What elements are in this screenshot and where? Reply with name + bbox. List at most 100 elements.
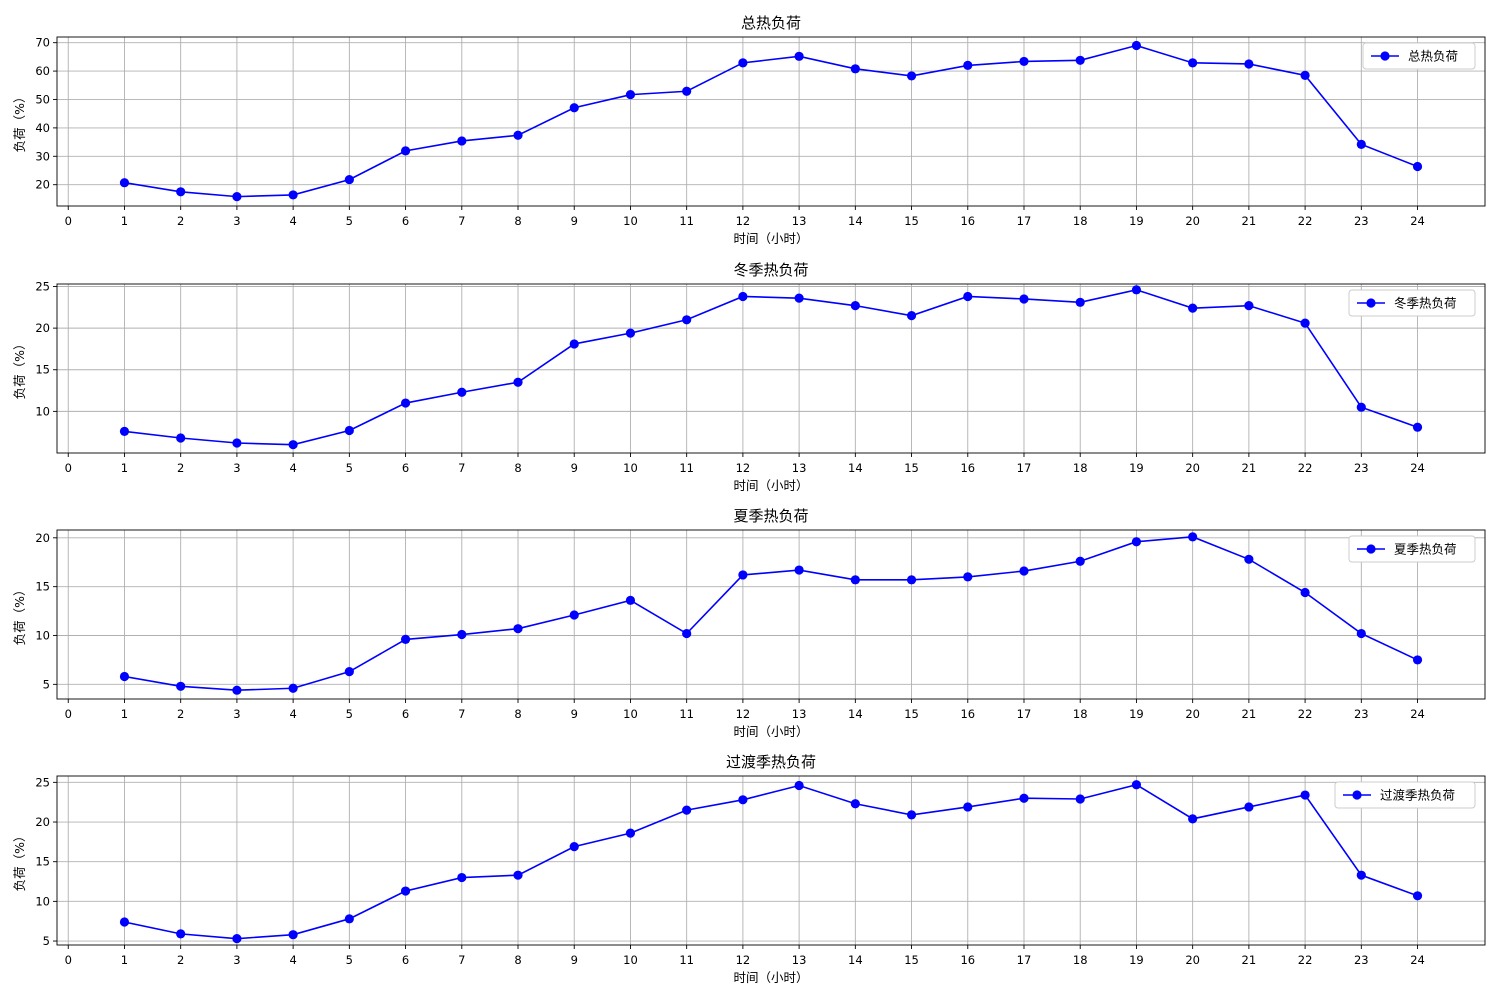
data-point — [513, 130, 523, 140]
data-point — [1188, 303, 1198, 313]
y-tick-label: 20 — [35, 815, 50, 829]
x-tick-label: 22 — [1298, 461, 1313, 475]
x-tick-label: 24 — [1410, 214, 1425, 228]
x-tick-label: 24 — [1410, 707, 1425, 721]
x-tick-label: 15 — [904, 461, 919, 475]
legend-label: 冬季热负荷 — [1394, 296, 1457, 311]
data-point — [625, 90, 636, 100]
legend-marker — [1366, 544, 1376, 554]
x-tick-label: 24 — [1410, 953, 1425, 967]
data-point — [232, 685, 242, 695]
chart-title: 夏季热负荷 — [733, 507, 808, 525]
series-line — [124, 783, 1418, 940]
data-point — [232, 934, 242, 944]
data-point — [1075, 556, 1085, 566]
data-point — [625, 828, 636, 838]
x-tick-label: 22 — [1298, 707, 1313, 721]
data-point — [1019, 566, 1029, 576]
x-tick-label: 5 — [346, 707, 353, 721]
x-tick-label: 0 — [65, 953, 72, 967]
data-point — [1412, 422, 1423, 432]
x-tick-label: 2 — [177, 461, 184, 475]
legend: 过渡季热负荷 — [1334, 781, 1476, 809]
data-point — [513, 624, 523, 634]
y-tick-label: 15 — [35, 855, 50, 869]
x-tick-label: 16 — [960, 461, 975, 475]
x-tick-label: 9 — [571, 461, 578, 475]
x-axis-label: 时间（小时） — [733, 231, 808, 246]
x-tick-label: 21 — [1242, 214, 1257, 228]
chart-panel-1: 0 1 2 3 4 5 6 7 8 9 10 11 12 13 14 15 16 17 18 19 20 21 22 23 24… — [12, 14, 1486, 246]
legend-marker — [1380, 51, 1390, 61]
x-tick-label: 21 — [1242, 953, 1257, 967]
chart-title: 总热负荷 — [741, 14, 801, 32]
data-point — [232, 438, 242, 448]
x-tick-label: 3 — [233, 461, 240, 475]
x-tick-label: 1 — [121, 214, 128, 228]
y-tick-label: 20 — [35, 531, 50, 545]
y-tick-label: 20 — [35, 178, 50, 192]
data-point — [569, 103, 579, 113]
axes-frame — [56, 36, 1486, 207]
chart-title: 过渡季热负荷 — [726, 753, 816, 771]
y-tick-label: 15 — [35, 580, 50, 594]
data-point — [850, 301, 860, 311]
x-tick-label: 15 — [904, 214, 919, 228]
data-point — [119, 426, 130, 436]
data-point — [119, 917, 130, 927]
data-point — [400, 634, 411, 645]
y-axis-label: 负荷（%） — [12, 584, 27, 646]
x-tick-label: 10 — [623, 707, 638, 721]
data-point — [1131, 780, 1142, 790]
data-point — [1244, 802, 1254, 812]
data-point — [513, 870, 523, 880]
data-point — [1300, 318, 1310, 328]
x-tick-label: 12 — [736, 953, 751, 967]
x-tick-label: 11 — [679, 953, 694, 967]
data-point — [1019, 294, 1029, 304]
data-point — [794, 565, 804, 575]
data-point — [513, 377, 523, 387]
x-tick-label: 4 — [289, 707, 296, 721]
data-point — [176, 681, 186, 691]
x-tick-label: 18 — [1073, 461, 1088, 475]
data-point — [1019, 793, 1029, 803]
x-tick-label: 17 — [1017, 953, 1032, 967]
x-tick-label: 8 — [514, 953, 521, 967]
x-tick-label: 1 — [121, 707, 128, 721]
legend-marker — [1366, 298, 1376, 308]
x-tick-label: 12 — [736, 461, 751, 475]
x-tick-label: 8 — [514, 461, 521, 475]
x-tick-label: 2 — [177, 953, 184, 967]
x-tick-label: 17 — [1017, 461, 1032, 475]
data-point — [963, 291, 973, 302]
x-tick-label: 4 — [289, 461, 296, 475]
data-point — [1356, 628, 1366, 639]
data-point — [682, 86, 692, 96]
x-tick-label: 14 — [848, 953, 863, 967]
data-point — [738, 58, 748, 68]
data-point — [344, 914, 354, 924]
x-tick-label: 20 — [1185, 461, 1200, 475]
data-point — [1131, 40, 1142, 51]
legend-label: 总热负荷 — [1408, 49, 1458, 64]
data-point — [176, 929, 186, 939]
x-tick-label: 21 — [1242, 461, 1257, 475]
x-tick-label: 3 — [233, 214, 240, 228]
data-point — [1300, 587, 1310, 598]
data-point — [1356, 139, 1366, 149]
x-tick-label: 6 — [402, 461, 409, 475]
x-tick-label: 19 — [1129, 707, 1144, 721]
data-point — [1019, 56, 1029, 67]
data-point — [344, 425, 354, 436]
x-tick-label: 4 — [289, 953, 296, 967]
x-tick-label: 0 — [65, 214, 72, 228]
x-tick-label: 19 — [1129, 214, 1144, 228]
data-point — [794, 51, 804, 61]
x-tick-label: 7 — [458, 707, 465, 721]
data-point — [738, 291, 748, 302]
x-tick-label: 15 — [904, 707, 919, 721]
y-tick-label: 10 — [35, 894, 50, 908]
y-tick-label: 15 — [35, 363, 50, 377]
